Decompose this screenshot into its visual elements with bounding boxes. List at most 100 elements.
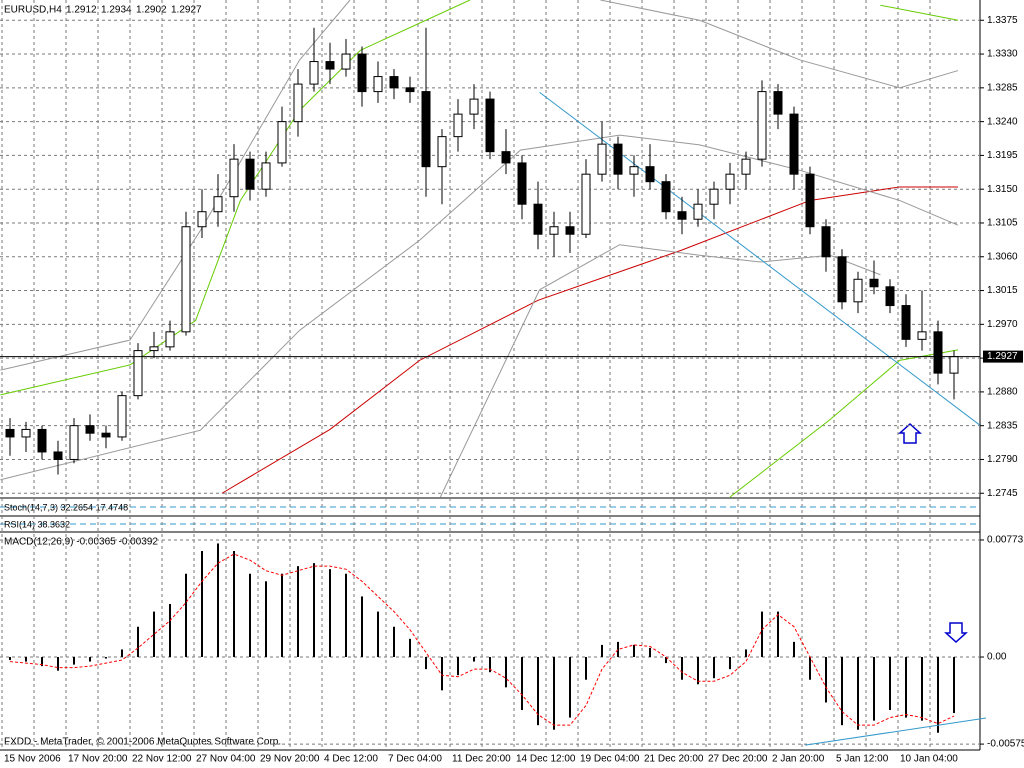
macd-bar [73, 657, 75, 665]
macd-bar [57, 657, 59, 671]
x-tick-label: 2 Jan 20:00 [772, 754, 825, 765]
macd-bar [217, 543, 219, 658]
candle-body [245, 158, 255, 190]
y-tick-label: 1.3015 [987, 285, 1018, 296]
x-tick-label: 21 Dec 20:00 [644, 754, 704, 765]
candle-body [757, 91, 767, 160]
macd-bar [153, 611, 155, 658]
y-tick-label: 0.00 [987, 652, 1007, 663]
macd-bar [89, 657, 91, 662]
macd-bar [265, 581, 267, 658]
macd-bar [169, 604, 171, 658]
candle-body [581, 173, 591, 235]
candle-body [405, 87, 415, 93]
macd-bar [793, 641, 795, 658]
y-tick-label: 1.3060 [987, 251, 1018, 262]
candle-body [197, 211, 207, 228]
candle-body [805, 173, 815, 228]
macd-bar [537, 657, 539, 726]
macd-bar [201, 551, 203, 658]
candle-body [677, 211, 687, 220]
candle-body [853, 278, 863, 303]
indicator-line [0, 0, 351, 371]
candle-body [741, 158, 751, 175]
indicator-line [0, 134, 959, 481]
x-tick-label: 27 Nov 04:00 [196, 754, 256, 765]
macd-bar [393, 626, 395, 658]
candle-body [597, 143, 607, 175]
candle-body [21, 428, 31, 438]
y-tick-label: 1.3195 [987, 150, 1018, 161]
candle-body [837, 256, 847, 303]
macd-bar [473, 657, 475, 662]
macd-bar [873, 657, 875, 721]
y-tick-label: -0.00575 [987, 739, 1024, 750]
last-price-label: 1.2927 [987, 351, 1018, 362]
macd-bar [825, 657, 827, 703]
candle-body [645, 166, 655, 183]
macd-bar [105, 657, 107, 659]
candle-body [533, 203, 543, 235]
macd-bar [41, 657, 43, 667]
macd-bar [441, 657, 443, 691]
candle-body [709, 188, 719, 205]
candle-body [325, 61, 335, 70]
x-tick-label: 11 Dec 20:00 [452, 754, 511, 765]
y-tick-label: 1.3150 [987, 184, 1018, 195]
candle-body [357, 53, 367, 93]
candle-body [549, 226, 559, 235]
macd-bar [409, 638, 411, 658]
x-tick-label: 19 Dec 04:00 [580, 754, 640, 765]
indicator-line [600, 0, 959, 89]
candle-body [693, 203, 703, 220]
y-tick-label: 1.2835 [987, 420, 1018, 431]
x-tick-label: 22 Nov 12:00 [132, 754, 192, 765]
macd-trendline [805, 717, 987, 746]
y-tick-label: 1.3375 [987, 15, 1018, 26]
indicator-line [221, 186, 958, 494]
y-tick-label: 0.00773 [987, 535, 1024, 546]
macd-bar [9, 657, 11, 661]
macd-bar [633, 644, 635, 658]
candle-body [869, 278, 879, 288]
indicator-line [0, 0, 471, 396]
candle-body [501, 151, 511, 164]
y-tick-label: 1.3240 [987, 116, 1018, 127]
macd-bar [729, 657, 731, 670]
candle-body [613, 143, 623, 175]
macd-bar [713, 657, 715, 679]
x-tick-label: 27 Dec 20:00 [708, 754, 768, 765]
macd-bar [25, 657, 27, 662]
quote-high: 1.2934 [101, 5, 132, 16]
y-tick-label: 1.3285 [987, 82, 1018, 93]
y-tick-label: 1.2970 [987, 319, 1018, 330]
candle-body [789, 113, 799, 175]
macd-bar [233, 551, 235, 658]
quote-open: 1.2912 [66, 5, 97, 16]
quote-close: 1.2927 [171, 5, 202, 16]
indicator-line [880, 4, 959, 21]
indicator-line [539, 91, 980, 426]
candle-body [85, 425, 95, 434]
macd-bar [361, 596, 363, 658]
candle-body [5, 428, 15, 438]
stoch-label: Stoch(14,7,3) 32.2654 17.4748 [4, 502, 128, 512]
macd-bar [313, 563, 315, 658]
candle-body [53, 451, 63, 460]
candle-body [181, 226, 191, 333]
macd-bar [905, 657, 907, 718]
x-tick-label: 4 Dec 12:00 [324, 754, 378, 765]
macd-bar [745, 649, 747, 658]
candle-body [661, 181, 671, 213]
candle-body [933, 331, 943, 374]
macd-bar [889, 657, 891, 711]
macd-bar [777, 611, 779, 658]
y-tick-label: 1.3105 [987, 218, 1018, 229]
macd-bar [681, 657, 683, 680]
macd-bar [121, 649, 123, 658]
candle-body [885, 286, 895, 307]
candle-body [165, 331, 175, 348]
macd-bar [857, 657, 859, 730]
